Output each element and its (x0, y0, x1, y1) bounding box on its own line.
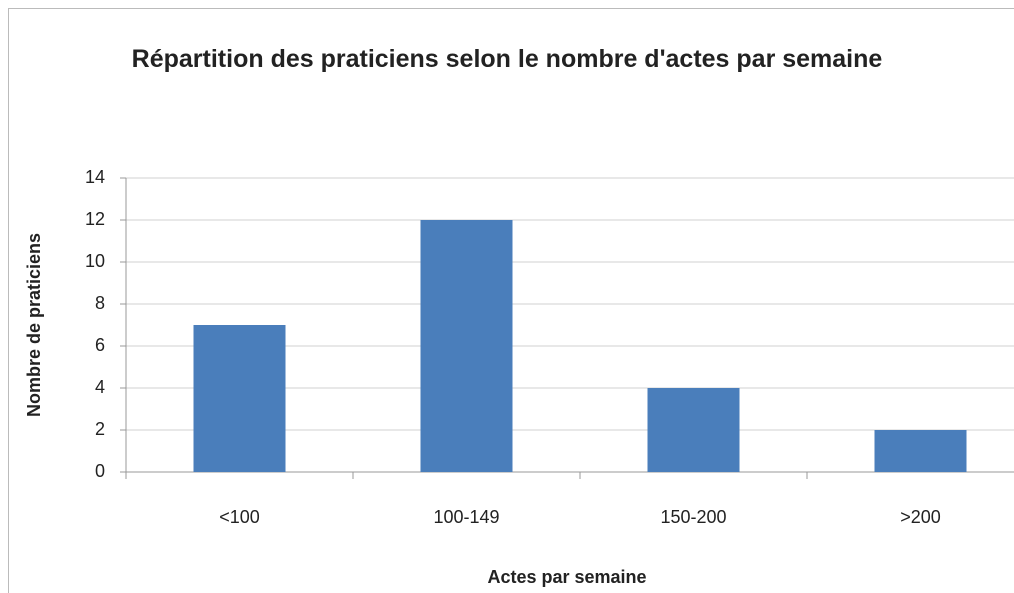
x-tick-label: <100 (219, 507, 260, 527)
bar (874, 430, 967, 472)
y-tick-label: 10 (85, 251, 105, 271)
chart-title: Répartition des praticiens selon le nomb… (131, 45, 883, 73)
y-tick-label: 4 (95, 377, 105, 397)
bar (647, 388, 740, 472)
chart-frame (8, 8, 1014, 593)
x-tick-label: 100-149 (433, 507, 499, 527)
y-tick-label: 0 (95, 461, 105, 481)
x-axis-label: Actes par semaine (487, 567, 646, 587)
y-tick-label: 12 (85, 209, 105, 229)
y-axis-label: Nombre de praticiens (24, 233, 44, 417)
x-tick-label: >200 (900, 507, 941, 527)
x-tick-label: 150-200 (660, 507, 726, 527)
bar (193, 325, 286, 472)
y-tick-label: 6 (95, 335, 105, 355)
y-tick-label: 8 (95, 293, 105, 313)
y-tick-label: 2 (95, 419, 105, 439)
y-tick-label: 14 (85, 167, 105, 187)
bar (420, 220, 513, 472)
